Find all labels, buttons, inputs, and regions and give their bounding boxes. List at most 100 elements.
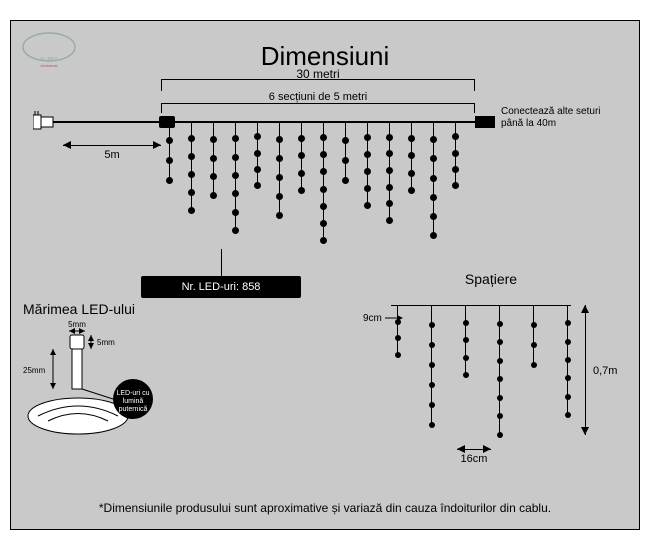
led-bulb-icon [429, 322, 435, 328]
led-bulb-icon [364, 185, 371, 192]
led-bulb-icon [166, 157, 173, 164]
led-bulb-icon [408, 152, 415, 159]
curtain-strand [323, 121, 324, 241]
spacing-strand [431, 305, 432, 425]
led-size-diagram: 5mm 5mm 25mm LED-uri cu lumină puternică [23, 321, 203, 481]
led-width: 5mm [68, 321, 86, 329]
spacing-horizontal-gap: 16cm [457, 443, 491, 467]
curtain-strand [213, 121, 214, 196]
led-bulb-icon [254, 166, 261, 173]
led-bulb-icon [386, 150, 393, 157]
led-bulb-icon [188, 171, 195, 178]
curtain-strand [169, 121, 170, 181]
led-bulb-icon [342, 137, 349, 144]
led-bulb-icon [497, 376, 503, 382]
led-bulb-icon [188, 153, 195, 160]
curtain-strand [389, 121, 390, 221]
led-bulb-icon [463, 355, 469, 361]
led-bulb-icon [386, 217, 393, 224]
feed-cable-dimension: 5m [63, 139, 161, 167]
led-body-length: 25mm [23, 366, 46, 375]
curtain-strand [279, 121, 280, 216]
led-bulb-icon [298, 170, 305, 177]
led-bulb-icon [166, 177, 173, 184]
svg-text:puternică: puternică [119, 406, 148, 413]
spacing-title: Spațiere [361, 271, 621, 287]
led-bulb-icon [386, 184, 393, 191]
led-bulb-icon [565, 394, 571, 400]
led-bulb-icon [188, 207, 195, 214]
spacing-drop-value: 0,7m [593, 365, 617, 377]
curtain-strand [411, 121, 412, 191]
led-bulb-icon [298, 135, 305, 142]
led-bulb-icon [254, 150, 261, 157]
led-bulb-icon [430, 194, 437, 201]
led-bulb-icon [531, 342, 537, 348]
led-bulb-icon [430, 155, 437, 162]
led-bulb-icon [232, 227, 239, 234]
led-bulb-icon [565, 339, 571, 345]
led-bulb-icon [276, 155, 283, 162]
led-bulb-icon [497, 413, 503, 419]
led-bulb-icon [232, 209, 239, 216]
spacing-strand [533, 305, 534, 365]
led-bulb-icon [395, 352, 401, 358]
led-bulb-icon [298, 152, 305, 159]
led-bulb-icon [429, 342, 435, 348]
led-bulb-icon [232, 172, 239, 179]
curtain-strand [433, 121, 434, 236]
led-bulb-icon [386, 134, 393, 141]
led-bulb-icon [565, 357, 571, 363]
spacing-strand [567, 305, 568, 415]
led-bulb-icon [463, 320, 469, 326]
led-bulb-icon [565, 320, 571, 326]
led-bulb-icon [463, 337, 469, 343]
led-bulb-icon [210, 173, 217, 180]
sections-label: 6 secțiuni de 5 metri [161, 91, 475, 103]
led-bulb-icon [298, 187, 305, 194]
diagram-frame: FLIPPY christmas Dimensiuni 30 metri 6 s… [10, 20, 640, 530]
spacing-drop-dimension: 0,7m [579, 305, 591, 435]
led-bulb-icon [452, 150, 459, 157]
curtain-top-wire [161, 121, 475, 123]
led-bulb-icon [320, 237, 327, 244]
led-bulb-icon [565, 375, 571, 381]
led-bulb-icon [386, 167, 393, 174]
led-bulb-icon [188, 189, 195, 196]
led-bulb-icon [232, 154, 239, 161]
led-bulb-icon [463, 372, 469, 378]
led-bulb-icon [342, 157, 349, 164]
led-bulb-icon [497, 321, 503, 327]
curtain-strand [455, 121, 456, 186]
led-bulb-icon [531, 362, 537, 368]
spacing-strand [465, 305, 466, 375]
led-size-section: Mărimea LED-ului 5mm 5mm 25mm [23, 301, 213, 491]
led-bulb-icon [429, 422, 435, 428]
led-bulb-icon [320, 168, 327, 175]
led-count-pointer [221, 249, 222, 277]
led-bulb-icon [430, 136, 437, 143]
spacing-section: Spațiere 9cm 16cm 0,7m [361, 271, 621, 491]
spacing-strand [499, 305, 500, 435]
led-bulb-icon [320, 186, 327, 193]
led-bulb-icon [386, 200, 393, 207]
led-bulb-icon [254, 133, 261, 140]
led-bulb-icon [320, 134, 327, 141]
led-bulb-icon [320, 220, 327, 227]
sections-bracket [161, 103, 475, 113]
curtain-strand [345, 121, 346, 181]
led-bulb-icon [429, 382, 435, 388]
led-bulb-icon [497, 358, 503, 364]
feed-cable-length: 5m [63, 149, 161, 161]
led-bulb-icon [452, 133, 459, 140]
led-bulb-icon [166, 137, 173, 144]
led-bulb-icon [430, 213, 437, 220]
footnote: *Dimensiunile produsului sunt aproximati… [11, 501, 639, 515]
spacing-vertical-gap: 9cm [363, 313, 403, 324]
curtain-strand [257, 121, 258, 186]
led-bulb-icon [565, 412, 571, 418]
led-bulb-icon [497, 339, 503, 345]
led-bulb-icon [497, 395, 503, 401]
led-height: 5mm [97, 338, 115, 347]
curtain-strand [191, 121, 192, 211]
